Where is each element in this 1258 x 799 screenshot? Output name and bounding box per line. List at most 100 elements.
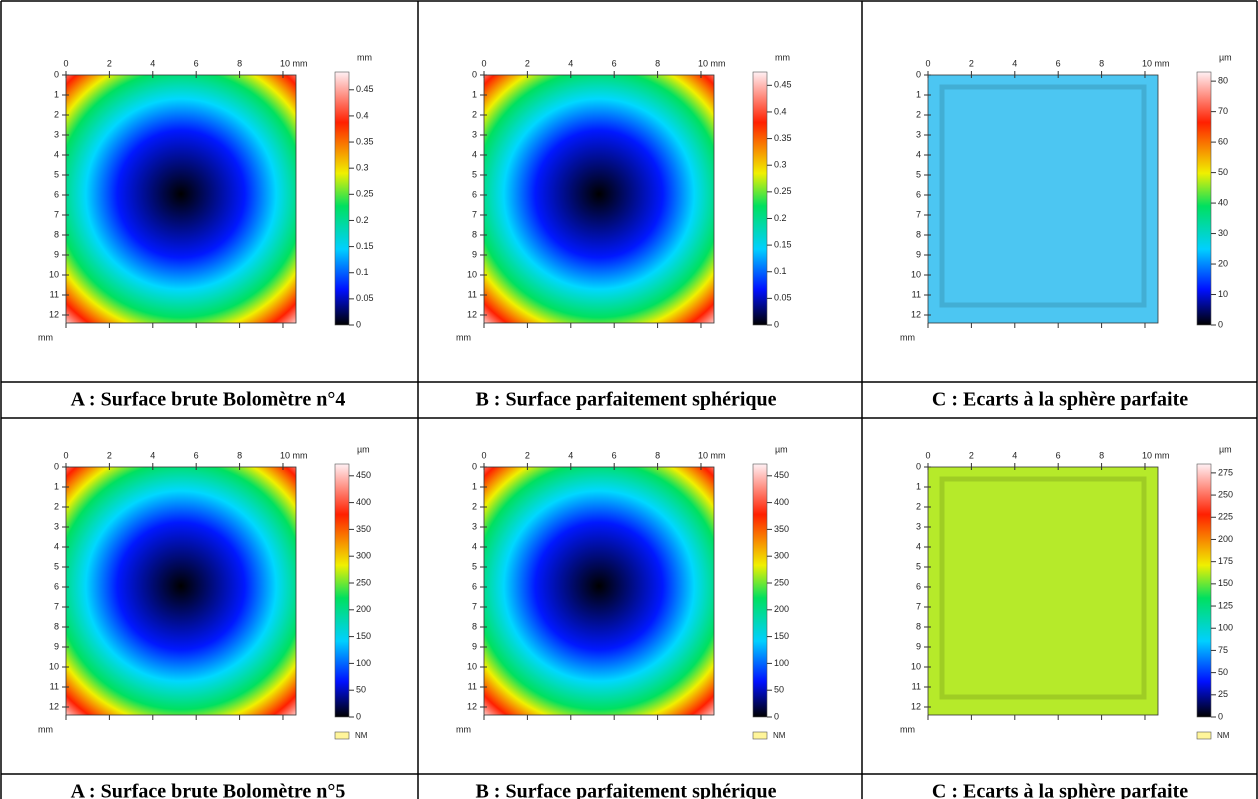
y-unit: mm [900, 724, 915, 734]
scale-tick-label: 20 [1218, 258, 1228, 268]
x-tick-label: 2 [107, 450, 112, 460]
x-tick-label: 6 [194, 450, 199, 460]
x-tick-label: 8 [655, 450, 660, 460]
scale-tick-label: 60 [1218, 136, 1228, 146]
y-tick-label: 6 [54, 581, 59, 591]
scale-tick-label: 100 [1218, 623, 1233, 633]
y-tick-label: 3 [54, 129, 59, 139]
y-tick-label: 11 [912, 289, 921, 299]
y-tick-label: 10 [467, 269, 477, 279]
panel-caption: C : Ecarts à la sphère parfaite [932, 781, 1188, 799]
scale-tick-label: 150 [774, 631, 789, 641]
y-tick-label: 8 [916, 621, 921, 631]
x-tick-label: 10 mm [698, 450, 726, 460]
y-tick-label: 1 [472, 481, 477, 491]
scale-tick-label: 0.15 [356, 241, 374, 251]
scale-tick-label: 400 [774, 497, 789, 507]
x-tick-label: 10 mm [1142, 58, 1170, 68]
scale-tick-label: 250 [1218, 489, 1233, 499]
x-tick-label: 2 [525, 450, 530, 460]
x-tick-label: 0 [481, 450, 486, 460]
scale-tick-label: 0 [1218, 711, 1223, 721]
panel-caption: A : Surface brute Bolomètre n°4 [71, 389, 346, 411]
scale-unit: µm [775, 444, 788, 454]
color-scale [752, 463, 768, 718]
x-tick-label: 4 [1012, 58, 1017, 68]
scale-tick-label: 350 [356, 524, 371, 534]
x-tick-label: 10 mm [280, 450, 308, 460]
y-tick-label: 2 [472, 109, 477, 119]
scale-tick-label: 0.25 [356, 189, 374, 199]
scale-tick-label: 0.35 [774, 133, 792, 143]
y-tick-label: 0 [472, 461, 477, 471]
y-tick-label: 4 [54, 149, 59, 159]
y-tick-label: 4 [472, 541, 477, 551]
y-tick-label: 3 [472, 521, 477, 531]
scale-tick-label: 350 [774, 524, 789, 534]
scale-tick-label: 125 [1218, 600, 1233, 610]
plot-border [65, 466, 297, 716]
y-tick-label: 2 [54, 109, 59, 119]
scale-tick-label: 25 [1218, 689, 1228, 699]
x-tick-label: 6 [194, 58, 199, 68]
surface-map [928, 467, 1158, 715]
x-tick-label: 8 [1099, 450, 1104, 460]
y-tick-label: 8 [472, 621, 477, 631]
x-tick-label: 10 mm [1142, 450, 1170, 460]
scale-tick-label: 0.4 [356, 110, 369, 120]
panel-caption: A : Surface brute Bolomètre n°5 [71, 781, 346, 799]
scale-unit: mm [357, 52, 372, 62]
scale-tick-label: 250 [356, 577, 371, 587]
x-tick-label: 4 [568, 450, 573, 460]
y-tick-label: 5 [472, 561, 477, 571]
y-tick-label: 11 [468, 289, 477, 299]
surface-frame [939, 84, 1147, 308]
scale-tick-label: 0.15 [774, 239, 792, 249]
y-tick-label: 7 [472, 601, 477, 611]
scale-tick-label: 0.1 [774, 266, 787, 276]
scale-tick-label: 0.3 [356, 163, 369, 173]
x-tick-label: 2 [525, 58, 530, 68]
x-tick-label: 2 [969, 450, 974, 460]
y-tick-label: 7 [54, 601, 59, 611]
y-tick-label: 1 [916, 89, 921, 99]
scale-tick-label: 0.05 [356, 293, 374, 303]
scale-tick-label: 0.3 [774, 160, 787, 170]
y-tick-label: 6 [472, 189, 477, 199]
panel-caption: C : Ecarts à la sphère parfaite [932, 389, 1188, 411]
y-tick-label: 0 [54, 69, 59, 79]
surface-map [484, 75, 714, 323]
y-tick-label: 8 [472, 229, 477, 239]
y-tick-label: 1 [54, 89, 59, 99]
scale-tick-label: 100 [356, 658, 371, 668]
y-tick-label: 0 [916, 69, 921, 79]
scale-tick-label: 0.05 [774, 293, 792, 303]
color-scale [334, 463, 350, 718]
y-tick-label: 5 [916, 561, 921, 571]
scale-tick-label: 175 [1218, 556, 1233, 566]
y-tick-label: 9 [54, 641, 59, 651]
x-tick-label: 4 [1012, 450, 1017, 460]
y-tick-label: 10 [911, 269, 921, 279]
panel: 0 2 4 6 8 10 mm0123456789101112mmmm00.050.10.… [456, 52, 792, 410]
scale-tick-label: 0.45 [356, 84, 374, 94]
y-tick-label: 3 [916, 129, 921, 139]
x-tick-label: 10 mm [280, 58, 308, 68]
plot-border [927, 466, 1159, 716]
color-scale [1196, 71, 1212, 326]
scale-tick-label: 200 [1218, 534, 1233, 544]
surface-map [66, 75, 296, 323]
scale-tick-label: 275 [1218, 467, 1233, 477]
y-tick-label: 8 [916, 229, 921, 239]
x-tick-label: 8 [237, 450, 242, 460]
y-tick-label: 2 [916, 109, 921, 119]
surface-map [928, 75, 1158, 323]
y-tick-label: 5 [916, 169, 921, 179]
scale-tick-label: 100 [774, 658, 789, 668]
scale-tick-label: 30 [1218, 228, 1228, 238]
scale-tick-label: 450 [356, 470, 371, 480]
plot-border [483, 466, 715, 716]
scale-tick-label: 0.2 [774, 213, 787, 223]
scale-tick-label: 200 [774, 604, 789, 614]
scale-tick-label: 150 [1218, 578, 1233, 588]
